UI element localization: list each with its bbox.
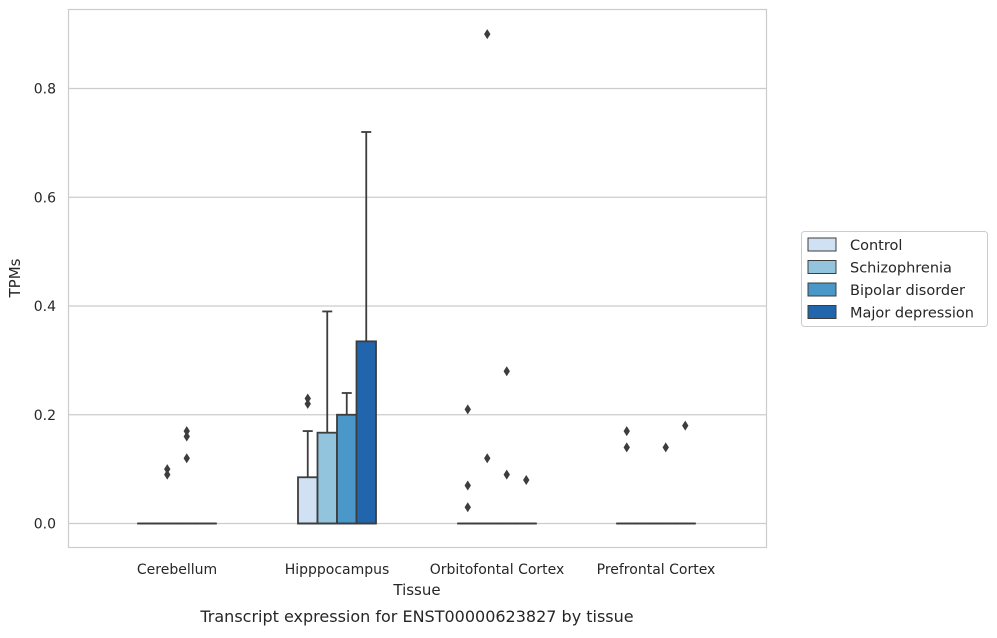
legend-label: Schizophrenia bbox=[850, 261, 952, 277]
outlier-point bbox=[465, 404, 471, 414]
x-tick-label: Hipppocampus bbox=[285, 562, 390, 578]
outlier-point bbox=[164, 464, 170, 474]
gridlines bbox=[69, 89, 767, 524]
outlier-point bbox=[184, 453, 190, 463]
outlier-point bbox=[504, 366, 510, 376]
x-axis-label: Tissue bbox=[392, 581, 440, 599]
outlier-point bbox=[523, 475, 529, 485]
y-tick-label: 0.6 bbox=[34, 190, 56, 206]
boxes bbox=[138, 132, 695, 524]
legend-swatch bbox=[808, 306, 836, 319]
box bbox=[298, 477, 318, 523]
y-axis-ticks: 0.0 0.2 0.4 0.6 0.8 bbox=[34, 82, 56, 533]
x-tick-label: Cerebellum bbox=[137, 562, 217, 578]
legend-label: Bipolar disorder bbox=[850, 283, 965, 299]
outlier-point bbox=[484, 453, 490, 463]
plot-frame bbox=[69, 10, 767, 548]
outlier-point bbox=[504, 470, 510, 480]
legend-swatch bbox=[808, 238, 836, 251]
outlier-point bbox=[305, 393, 311, 403]
y-tick-label: 0.2 bbox=[34, 408, 56, 424]
x-tick-label: Orbitofontal Cortex bbox=[430, 562, 565, 578]
outlier-points bbox=[164, 29, 688, 512]
legend-label: Major depression bbox=[850, 306, 974, 322]
outlier-point bbox=[184, 426, 190, 436]
x-axis-ticks: Cerebellum Hipppocampus Orbitofontal Corte… bbox=[137, 562, 715, 578]
box bbox=[357, 341, 377, 523]
outlier-point bbox=[663, 442, 669, 452]
outlier-point bbox=[682, 421, 688, 431]
outlier-point bbox=[465, 480, 471, 490]
y-tick-label: 0.0 bbox=[34, 517, 56, 533]
outlier-point bbox=[484, 29, 490, 39]
legend: Control Schizophrenia Bipolar disorder Majo… bbox=[802, 232, 988, 327]
outlier-point bbox=[624, 426, 630, 436]
legend-label: Control bbox=[850, 238, 902, 254]
box bbox=[337, 415, 357, 524]
chart-caption: Transcript expression for ENST0000062382… bbox=[199, 607, 633, 626]
outlier-point bbox=[465, 502, 471, 512]
y-tick-label: 0.8 bbox=[34, 82, 56, 98]
y-axis-label: TPMs bbox=[6, 258, 24, 298]
box bbox=[318, 433, 338, 524]
x-tick-label: Prefrontal Cortex bbox=[597, 562, 716, 578]
legend-swatch bbox=[808, 261, 836, 274]
legend-swatch bbox=[808, 283, 836, 296]
outlier-point bbox=[624, 442, 630, 452]
y-tick-label: 0.4 bbox=[34, 299, 56, 315]
